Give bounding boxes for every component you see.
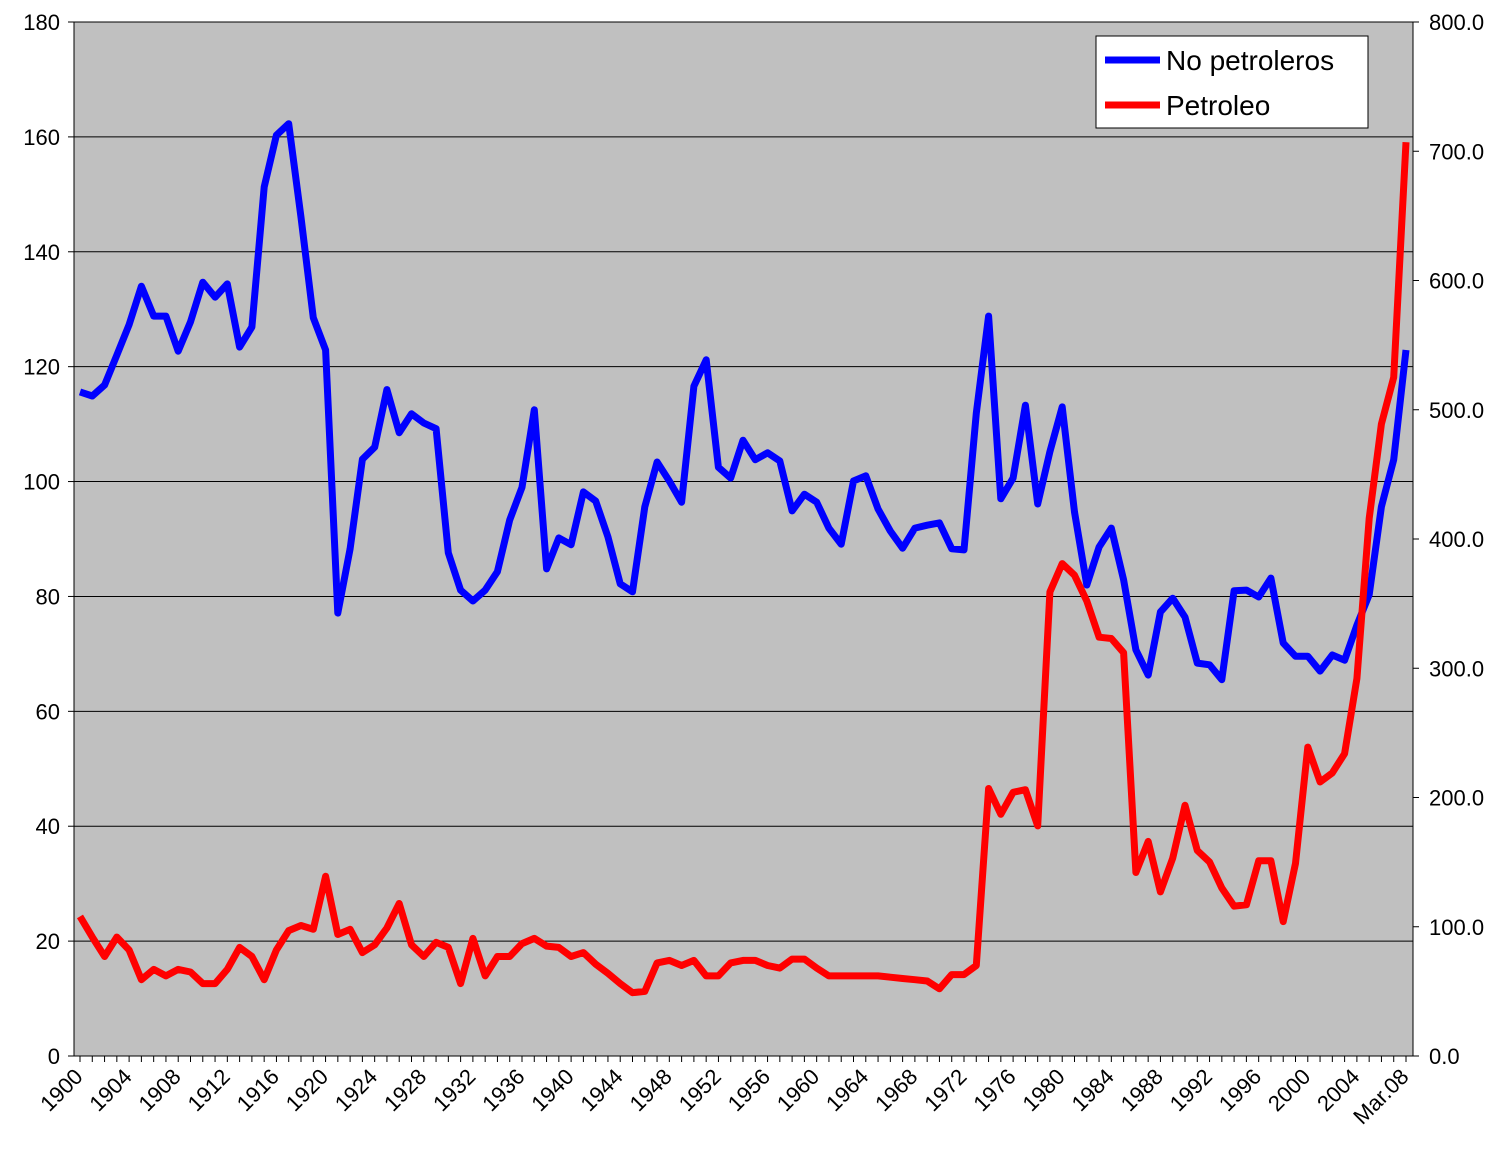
y2-tick-label: 100.0 (1429, 915, 1484, 940)
x-tick-label: 1944 (575, 1064, 627, 1116)
x-tick-label: 1940 (526, 1064, 578, 1116)
x-tick-label: 1976 (968, 1064, 1020, 1116)
y2-tick-label: 700.0 (1429, 139, 1484, 164)
y-tick-label: 60 (36, 699, 60, 724)
x-tick-label: 1972 (919, 1064, 971, 1116)
legend-label: No petroleros (1166, 45, 1334, 76)
x-tick-label: 1924 (330, 1064, 382, 1116)
x-tick-label: 1992 (1165, 1064, 1217, 1116)
y-tick-label: 160 (23, 125, 60, 150)
y2-tick-label: 300.0 (1429, 656, 1484, 681)
x-tick-label: 1916 (232, 1064, 284, 1116)
x-tick-label: 1928 (379, 1064, 431, 1116)
series-line (76, 142, 1410, 997)
y-tick-label: 40 (36, 814, 60, 839)
x-tick-label: 1956 (723, 1064, 775, 1116)
y2-tick-label: 800.0 (1429, 10, 1484, 35)
x-tick-label: Mar.08 (1348, 1064, 1413, 1129)
x-tick-label: 1980 (1017, 1064, 1069, 1116)
y-tick-label: 120 (23, 355, 60, 380)
y-tick-label: 100 (23, 470, 60, 495)
x-tick-label: 2000 (1263, 1064, 1315, 1116)
x-tick-label: 1908 (133, 1064, 185, 1116)
y2-tick-label: 600.0 (1429, 269, 1484, 294)
x-tick-label: 1952 (674, 1064, 726, 1116)
x-tick-label: 1988 (1116, 1064, 1168, 1116)
legend-label: Petroleo (1166, 90, 1270, 121)
y2-tick-label: 0.0 (1429, 1044, 1460, 1069)
x-tick-label: 1936 (477, 1064, 529, 1116)
legend-box (1095, 35, 1369, 129)
x-tick-label: 1904 (84, 1064, 136, 1116)
x-tick-label: 1968 (870, 1064, 922, 1116)
x-tick-label: 1996 (1214, 1064, 1266, 1116)
plot-area (73, 21, 1414, 1057)
y-tick-label: 180 (23, 10, 60, 35)
y-tick-label: 20 (36, 929, 60, 954)
y2-tick-label: 500.0 (1429, 398, 1484, 423)
x-tick-label: 1948 (625, 1064, 677, 1116)
x-tick-label: 1960 (772, 1064, 824, 1116)
y2-tick-label: 400.0 (1429, 527, 1484, 552)
x-tick-label: 1932 (428, 1064, 480, 1116)
x-tick-label: 1912 (183, 1064, 235, 1116)
x-tick-label: 1984 (1067, 1064, 1119, 1116)
x-tick-label: 1900 (35, 1064, 87, 1116)
series-line (78, 120, 1410, 684)
y-tick-label: 80 (36, 584, 60, 609)
y-tick-label: 140 (23, 240, 60, 265)
x-tick-label: 1920 (281, 1064, 333, 1116)
y-tick-label: 0 (48, 1044, 60, 1069)
y2-tick-label: 200.0 (1429, 786, 1484, 811)
x-tick-label: 1964 (821, 1064, 873, 1116)
